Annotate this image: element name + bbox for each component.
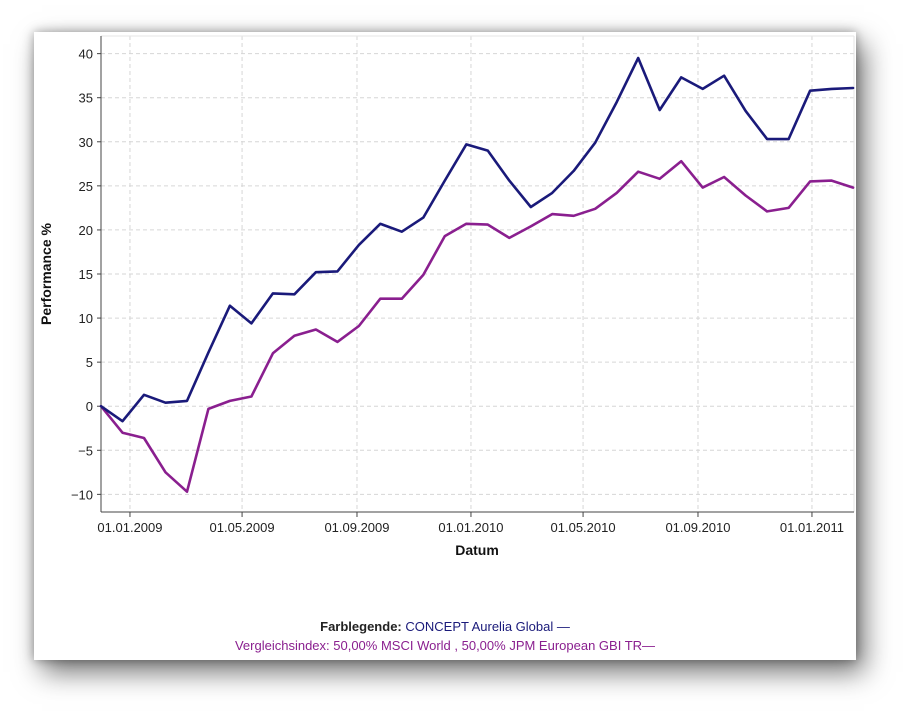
y-tick-label: 0 <box>86 399 93 414</box>
y-axis-label: Performance % <box>38 222 54 324</box>
x-tick-label: 01.05.2010 <box>551 520 616 535</box>
series-line-concept-aurelia-global <box>99 56 855 423</box>
x-tick-label: 01.01.2010 <box>438 520 503 535</box>
x-ticks: 01.01.2009 01.05.2009 01.09.2009 01.01.2010… <box>97 512 844 535</box>
series-line-vergleichsindex <box>99 159 855 494</box>
x-tick-label: 01.09.2010 <box>665 520 730 535</box>
series-lines <box>99 56 855 494</box>
y-tick-label: 20 <box>79 223 93 238</box>
legend-line-2: Vergleichsindex: 50,00% MSCI World , 50,… <box>34 636 856 655</box>
y-tick-label: 15 <box>79 267 93 282</box>
x-axis-label: Datum <box>455 542 499 558</box>
x-tick-label: 01.09.2009 <box>324 520 389 535</box>
y-tick-label: 40 <box>79 47 93 62</box>
y-tick-label: −5 <box>78 443 93 458</box>
x-tick-label: 01.01.2009 <box>97 520 162 535</box>
legend-title: Farblegende: <box>320 619 402 634</box>
x-tick-label: 01.05.2009 <box>210 520 275 535</box>
grid-lines <box>101 35 855 512</box>
legend-series-1: CONCEPT Aurelia Global — <box>405 619 570 634</box>
y-ticks: −10 −5 0 5 10 15 20 25 30 35 40 <box>71 47 101 502</box>
legend-line-1: Farblegende: CONCEPT Aurelia Global — <box>34 617 856 636</box>
y-tick-label: 25 <box>79 179 93 194</box>
x-tick-label: 01.01.2011 <box>780 520 844 535</box>
plot-area <box>101 36 854 512</box>
y-tick-label: 10 <box>79 311 93 326</box>
y-tick-label: 35 <box>79 91 93 106</box>
legend-series-2: Vergleichsindex: 50,00% MSCI World , 50,… <box>234 638 656 653</box>
y-tick-label: 5 <box>86 355 93 370</box>
y-tick-label: 30 <box>79 135 93 150</box>
y-tick-label: −10 <box>71 487 93 502</box>
